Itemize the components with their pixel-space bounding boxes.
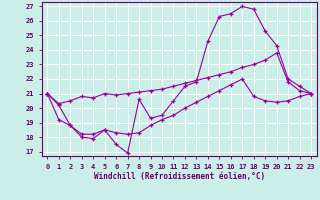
X-axis label: Windchill (Refroidissement éolien,°C): Windchill (Refroidissement éolien,°C): [94, 172, 265, 181]
